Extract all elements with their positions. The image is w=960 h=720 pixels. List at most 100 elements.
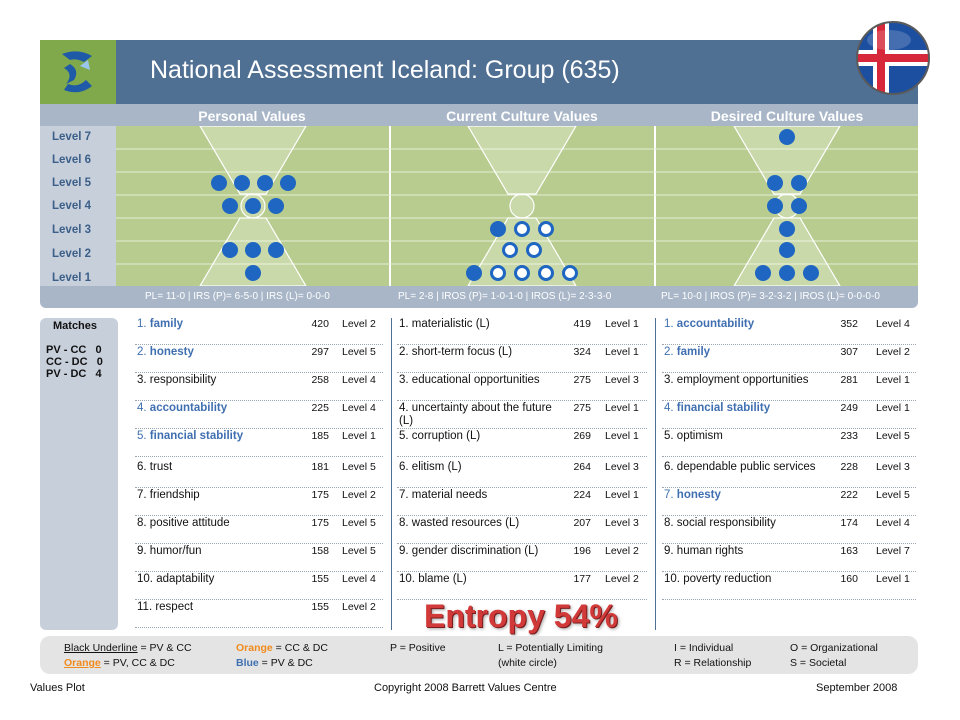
value-label: responsibility: [149, 374, 217, 386]
value-dot: [779, 265, 795, 281]
value-dot: [256, 175, 273, 191]
value-count: 297: [311, 346, 329, 358]
value-count: 269: [573, 430, 591, 442]
value-name: 2. short-term focus (L): [399, 346, 553, 359]
column-title-personal: Personal Values: [198, 108, 306, 124]
value-row: 4. financial stability 249 Level 1: [662, 400, 916, 429]
value-dot: [767, 198, 783, 214]
matches-title: Matches: [53, 320, 98, 332]
value-label: poverty reduction: [683, 573, 772, 585]
column-header-bar: [40, 104, 918, 126]
legend-desc: = PV & CC: [137, 642, 192, 654]
plot-footer-bar: [40, 286, 918, 308]
value-level: Level 5: [342, 545, 376, 557]
value-label: wasted resources (L): [411, 517, 520, 529]
value-count: 174: [840, 517, 858, 529]
value-row: 1. accountability 352 Level 4: [662, 316, 916, 345]
value-label: friendship: [149, 489, 200, 501]
value-label: trust: [149, 461, 173, 473]
value-level: Level 3: [605, 374, 639, 386]
value-level: Level 3: [605, 461, 639, 473]
value-count: 264: [573, 461, 591, 473]
value-count: 160: [840, 573, 858, 585]
value-name: 5. financial stability: [137, 430, 291, 443]
level-label-4: Level 4: [52, 200, 91, 212]
value-dot: [779, 129, 795, 145]
value-name: 4. financial stability: [664, 402, 820, 415]
value-label: materialistic (L): [411, 318, 490, 330]
value-label: family: [676, 346, 711, 358]
value-row: 1. materialistic (L) 419 Level 1: [397, 316, 647, 345]
value-dot: [755, 265, 771, 281]
value-rank: 7.: [137, 489, 150, 501]
value-name: 10. adaptability: [137, 573, 291, 586]
level-label-1: Level 1: [52, 272, 91, 284]
value-count: 307: [840, 346, 858, 358]
value-label: material needs: [411, 489, 488, 501]
legend-desc: = CC & DC: [272, 642, 328, 654]
value-level: Level 1: [342, 430, 376, 442]
value-row: 6. trust 181 Level 5: [135, 459, 383, 488]
value-count: 420: [311, 318, 329, 330]
value-rank: 10.: [137, 573, 157, 585]
value-level: Level 5: [876, 489, 910, 501]
value-rank: 5.: [399, 430, 412, 442]
value-rank: 9.: [399, 545, 412, 557]
match-value: 0: [96, 356, 103, 368]
value-name: 4. accountability: [137, 402, 291, 415]
value-count: 281: [840, 374, 858, 386]
legend-key: Black Underline: [64, 642, 138, 654]
value-row: 5. corruption (L) 269 Level 1: [397, 428, 647, 457]
value-level: Level 2: [605, 573, 639, 585]
value-rank: 11.: [137, 601, 156, 613]
value-rank: 7.: [664, 489, 677, 501]
matches-panel: [40, 318, 118, 630]
value-count: 275: [573, 402, 591, 414]
legend-desc: = PV & DC: [258, 657, 313, 669]
legend-organizational: O = Organizational: [790, 642, 878, 654]
desired-footer-stats: PL= 10-0 | IROS (P)= 3-2-3-2 | IROS (L)=…: [661, 291, 880, 302]
legend-black-underline: Black Underline = PV & CC: [64, 642, 192, 654]
footer-date: September 2008: [816, 682, 898, 694]
value-level: Level 2: [342, 601, 376, 613]
value-label: adaptability: [156, 573, 215, 585]
value-name: 3. educational opportunities: [399, 374, 553, 387]
value-name: 8. social responsibility: [664, 517, 820, 530]
legend-individual: I = Individual: [674, 642, 734, 654]
value-rank: 2.: [137, 346, 150, 358]
value-rank: 1.: [399, 318, 412, 330]
value-count: 155: [311, 601, 329, 613]
value-name: 6. dependable public services: [664, 461, 820, 474]
value-rank: 9.: [664, 545, 677, 557]
value-row: 4. uncertainty about the future (L) 275 Le…: [397, 400, 647, 429]
value-label: optimism: [676, 430, 723, 442]
value-dot: [767, 175, 783, 191]
value-name: 6. trust: [137, 461, 291, 474]
value-label: humor/fun: [149, 545, 202, 557]
value-label: blame (L): [418, 573, 467, 585]
value-count: 249: [840, 402, 858, 414]
value-dot: [490, 221, 506, 237]
value-row: 11. respect 155 Level 2: [135, 599, 383, 628]
value-level: Level 3: [605, 517, 639, 529]
header-bar: [40, 40, 918, 104]
value-count: 258: [311, 374, 329, 386]
value-label: educational opportunities: [411, 374, 540, 386]
value-count: 233: [840, 430, 858, 442]
value-name: 11. respect: [137, 601, 291, 614]
value-count: 324: [573, 346, 591, 358]
value-level: Level 4: [342, 402, 376, 414]
value-level: Level 7: [876, 545, 910, 557]
value-dot: [526, 242, 542, 258]
value-name: 2. family: [664, 346, 820, 359]
value-row: 8. social responsibility 174 Level 4: [662, 515, 916, 544]
legend-white-circle: (white circle): [498, 657, 557, 669]
value-row: 7. friendship 175 Level 2: [135, 487, 383, 516]
value-name: 7. material needs: [399, 489, 553, 502]
value-dot: [210, 175, 227, 191]
level-label-5: Level 5: [52, 177, 91, 189]
match-row: PV - CC 0: [46, 344, 102, 356]
value-rank: 8.: [137, 517, 150, 529]
column-title-desired: Desired Culture Values: [710, 108, 864, 124]
value-count: 158: [311, 545, 329, 557]
